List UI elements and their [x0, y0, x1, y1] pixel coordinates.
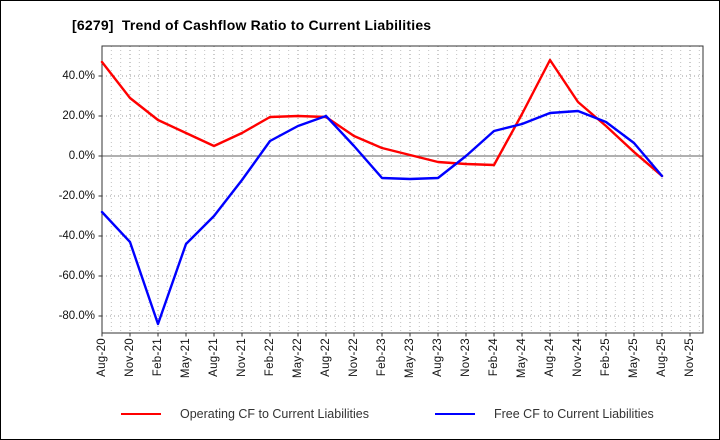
x-tick-label: Nov-23 [460, 338, 472, 377]
x-tick-label: Nov-22 [348, 338, 360, 377]
legend-label-free-cf: Free CF to Current Liabilities [494, 407, 654, 421]
x-tick-label: Nov-20 [124, 338, 136, 377]
x-tick-label: May-24 [516, 338, 528, 379]
legend-swatch-free-cf [435, 413, 475, 415]
x-tick-label: Nov-21 [236, 338, 248, 377]
x-tick-label: Feb-25 [600, 338, 612, 377]
series-line-operating-cf [100, 58, 664, 178]
x-tick-label: May-21 [180, 338, 192, 379]
y-tick-label: 20.0% [62, 110, 95, 122]
x-tick-label: Aug-23 [432, 338, 444, 377]
y-tick-label: 0.0% [68, 150, 95, 162]
y-tick-label: -80.0% [58, 310, 95, 322]
y-tick-label: -60.0% [58, 270, 95, 282]
chart-title: [6279] Trend of Cashflow Ratio to Curren… [72, 17, 432, 33]
legend-label-operating-cf: Operating CF to Current Liabilities [180, 407, 369, 421]
x-tick-label: Feb-22 [264, 338, 276, 377]
x-tick-label: Aug-24 [544, 338, 556, 377]
legend-item-operating-cf: Operating CF to Current Liabilities [121, 406, 369, 422]
x-tick-label: Nov-24 [572, 338, 584, 377]
x-tick-label: Aug-20 [96, 338, 108, 377]
x-tick-label: May-23 [404, 338, 416, 379]
x-tick-label: Nov-25 [684, 338, 696, 377]
x-tick-label: Aug-22 [320, 338, 332, 377]
x-tick-label: May-25 [628, 338, 640, 379]
plot-border [101, 45, 704, 334]
legend-item-free-cf: Free CF to Current Liabilities [435, 406, 654, 422]
x-tick-label: Aug-25 [656, 338, 668, 377]
x-tick-label: May-22 [292, 338, 304, 379]
y-tick-label: 40.0% [62, 70, 95, 82]
series-line-free-cf [100, 109, 664, 326]
x-tick-label: Aug-21 [208, 338, 220, 377]
x-tick-label: Feb-24 [488, 338, 500, 377]
x-tick-label: Feb-21 [152, 338, 164, 377]
y-tick-label: -20.0% [58, 190, 95, 202]
x-tick-label: Feb-23 [376, 338, 388, 377]
y-tick-label: -40.0% [58, 230, 95, 242]
legend-swatch-operating-cf [121, 413, 161, 415]
